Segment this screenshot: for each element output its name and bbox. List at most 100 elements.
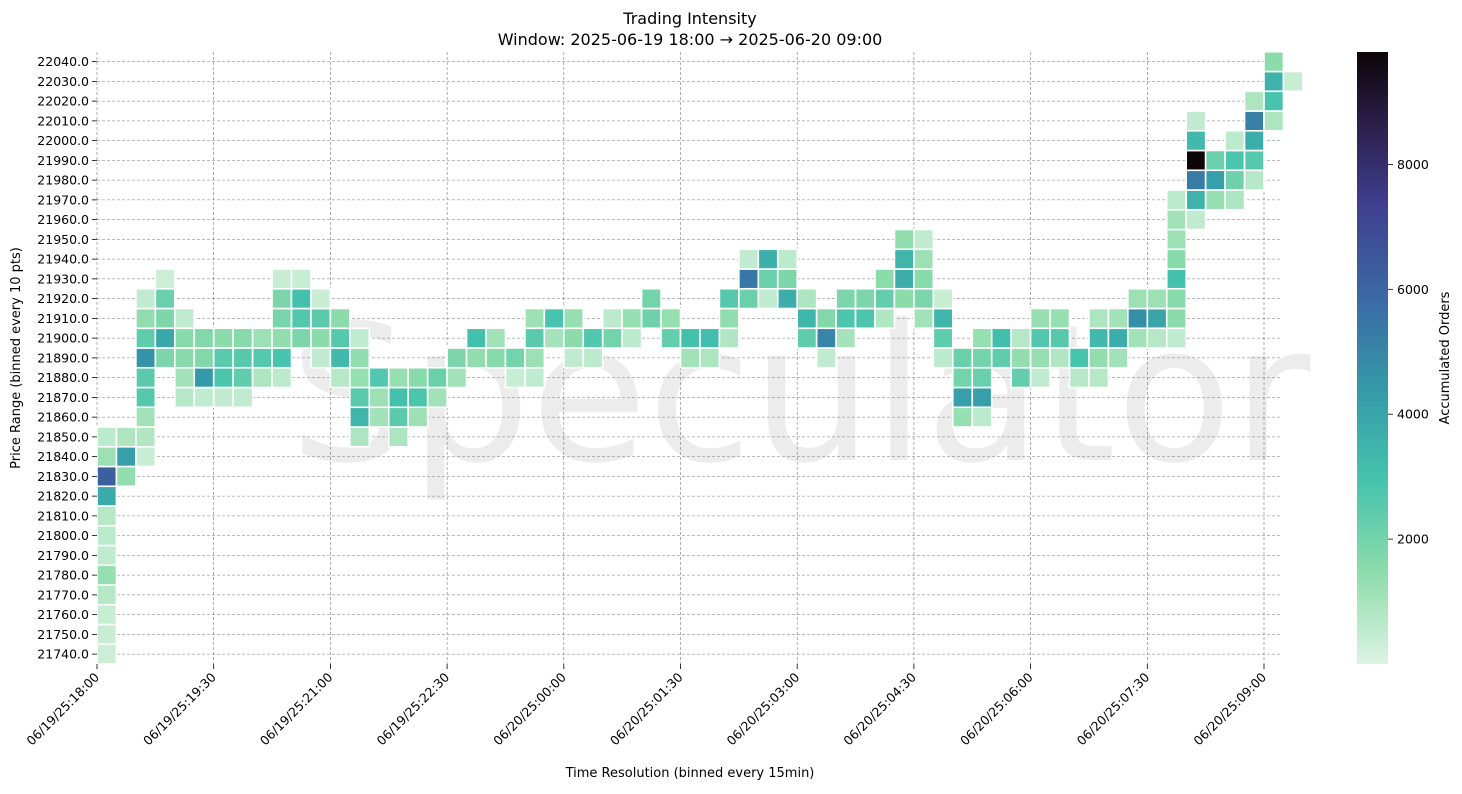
heatmap-cell (193, 386, 215, 409)
colorbar-tick-label: 8000 (1397, 157, 1429, 172)
heatmap-cell (874, 268, 896, 290)
heatmap-cell (251, 347, 273, 369)
heatmap-cell (310, 287, 332, 310)
heatmap-cell (387, 366, 410, 389)
heatmap-cell (485, 347, 507, 369)
y-tick-label: 21820.0 (37, 489, 89, 504)
heatmap-cell (135, 406, 157, 428)
heatmap-cell (1029, 347, 1051, 369)
heatmap-cell (1088, 327, 1110, 349)
y-tick-label: 21960.0 (37, 212, 89, 227)
heatmap-cell (1146, 327, 1168, 349)
heatmap-cell (251, 327, 273, 349)
heatmap-cell (1224, 129, 1246, 152)
heatmap-cell (310, 347, 332, 369)
heatmap-cell (174, 366, 196, 389)
heatmap-cell (835, 327, 857, 349)
heatmap-cell (465, 327, 487, 349)
heatmap-cell (640, 287, 662, 310)
y-tick-label: 21850.0 (37, 429, 89, 444)
heatmap-cell (232, 386, 254, 409)
heatmap-cell (1165, 327, 1188, 349)
y-tick-label: 21790.0 (37, 548, 89, 563)
heatmap-cell (1185, 129, 1207, 152)
heatmap-cell (349, 406, 371, 428)
y-tick-label: 21920.0 (37, 291, 89, 306)
heatmap-cell (387, 426, 410, 448)
heatmap-cell (271, 347, 293, 369)
heatmap-cell (1127, 327, 1149, 349)
heatmap-cell (835, 287, 857, 310)
y-tick-label: 21810.0 (37, 508, 89, 523)
heatmap-cell (504, 347, 526, 369)
heatmap-cell (387, 406, 410, 428)
heatmap-cell (835, 307, 857, 330)
heatmap-cell (1107, 307, 1129, 330)
heatmap-cell (1010, 366, 1032, 389)
heatmap-cell (913, 307, 935, 330)
y-tick-label: 21740.0 (37, 647, 89, 662)
heatmap-cell (504, 366, 526, 389)
x-tick-label: 06/19/25:18:00 (23, 669, 102, 748)
heatmap-cell (582, 347, 604, 369)
heatmap-cell (212, 327, 234, 349)
heatmap-cell (913, 228, 935, 251)
heatmap-cell (1282, 70, 1304, 93)
heatmap-cell (271, 327, 293, 349)
y-tick-label: 21910.0 (37, 311, 89, 326)
heatmap-cell (1146, 287, 1168, 310)
heatmap-cell (1165, 248, 1188, 270)
heatmap-cell (1185, 110, 1207, 132)
y-tick-label: 21780.0 (37, 568, 89, 583)
heatmap-cell (971, 386, 993, 409)
heatmap-cell (251, 366, 273, 389)
heatmap-cell (1010, 347, 1032, 369)
heatmap-cell (621, 307, 643, 330)
heatmap-cell (1165, 228, 1188, 251)
heatmap-cell (1185, 189, 1207, 211)
heatmap-cell (1185, 169, 1207, 191)
heatmap-cell (212, 347, 234, 369)
heatmap-cell (174, 307, 196, 330)
heatmap-cell (1127, 307, 1149, 330)
heatmap-cell (1224, 189, 1246, 211)
chart-title: Trading Intensity (622, 9, 756, 28)
heatmap-cell (154, 307, 176, 330)
heatmap-cell (913, 287, 935, 310)
heatmap-cell (290, 307, 312, 330)
y-tick-label: 21750.0 (37, 627, 89, 642)
heatmap-cell (971, 366, 993, 389)
heatmap-cell (621, 327, 643, 349)
heatmap-cell (271, 287, 293, 310)
heatmap-cell (290, 327, 312, 349)
heatmap-cell (193, 347, 215, 369)
heatmap-cell (135, 426, 157, 448)
heatmap-cell (796, 287, 818, 310)
heatmap-cell (349, 386, 371, 409)
heatmap-cell (990, 327, 1012, 349)
heatmap-cell (96, 643, 118, 665)
heatmap-cell (951, 386, 974, 409)
heatmap-cell (893, 248, 915, 270)
heatmap-cell (310, 327, 332, 349)
y-tick-label: 21830.0 (37, 469, 89, 484)
heatmap-cell (1243, 149, 1265, 172)
heatmap-cell (601, 327, 623, 349)
heatmap-cell (893, 228, 915, 251)
heatmap-cell (757, 268, 779, 290)
x-tick-label: 06/20/25:03:00 (724, 669, 803, 748)
heatmap-cell (1243, 90, 1265, 112)
heatmap-cell (154, 287, 176, 310)
y-tick-label: 21770.0 (37, 587, 89, 602)
heatmap-cell (524, 366, 546, 389)
heatmap-cell (232, 366, 254, 389)
heatmap-cell (543, 307, 565, 330)
heatmap-cell (96, 524, 118, 547)
heatmap-cell (524, 307, 546, 330)
heatmap-cell (349, 327, 371, 349)
heatmap-cell (1243, 129, 1265, 152)
heatmap-cell (96, 564, 118, 586)
colorbar-tick-label: 2000 (1397, 532, 1429, 547)
